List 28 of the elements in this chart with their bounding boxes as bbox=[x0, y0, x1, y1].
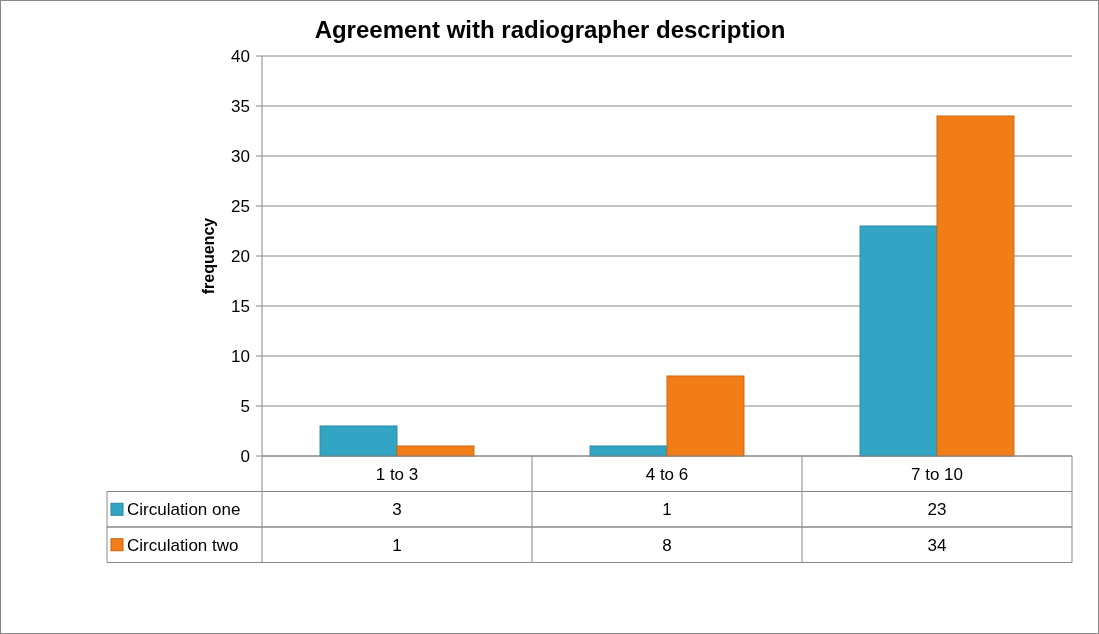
y-tick-label: 40 bbox=[231, 46, 250, 66]
y-tick-label: 20 bbox=[231, 246, 250, 266]
data-label: 1 bbox=[392, 535, 402, 555]
data-label: 1 bbox=[662, 500, 672, 520]
y-tick-label: 0 bbox=[240, 446, 250, 466]
x-tick-label: 7 to 10 bbox=[911, 464, 963, 484]
bar bbox=[396, 445, 475, 457]
chart-title: Agreement with radiographer description bbox=[314, 16, 786, 43]
x-tick-label: 1 to 3 bbox=[375, 464, 419, 484]
bar bbox=[319, 425, 398, 457]
data-label: 23 bbox=[927, 500, 947, 520]
bar bbox=[936, 115, 1015, 457]
bar bbox=[589, 445, 668, 457]
y-tick-label: 10 bbox=[231, 346, 250, 366]
y-axis-title: frequency bbox=[200, 217, 217, 295]
bar bbox=[666, 375, 745, 457]
y-tick-label: 15 bbox=[231, 296, 250, 316]
y-tick-label: 25 bbox=[231, 196, 250, 216]
legend-label: Circulation two bbox=[127, 535, 239, 555]
y-tick-label: 30 bbox=[231, 146, 250, 166]
legend-label: Circulation one bbox=[127, 500, 241, 520]
y-tick-label: 35 bbox=[231, 96, 250, 116]
data-label: 34 bbox=[927, 535, 947, 555]
data-label: 8 bbox=[662, 535, 672, 555]
data-label: 3 bbox=[392, 500, 402, 520]
bar bbox=[859, 225, 938, 457]
x-tick-label: 4 to 6 bbox=[645, 464, 689, 484]
y-tick-label: 5 bbox=[240, 396, 250, 416]
